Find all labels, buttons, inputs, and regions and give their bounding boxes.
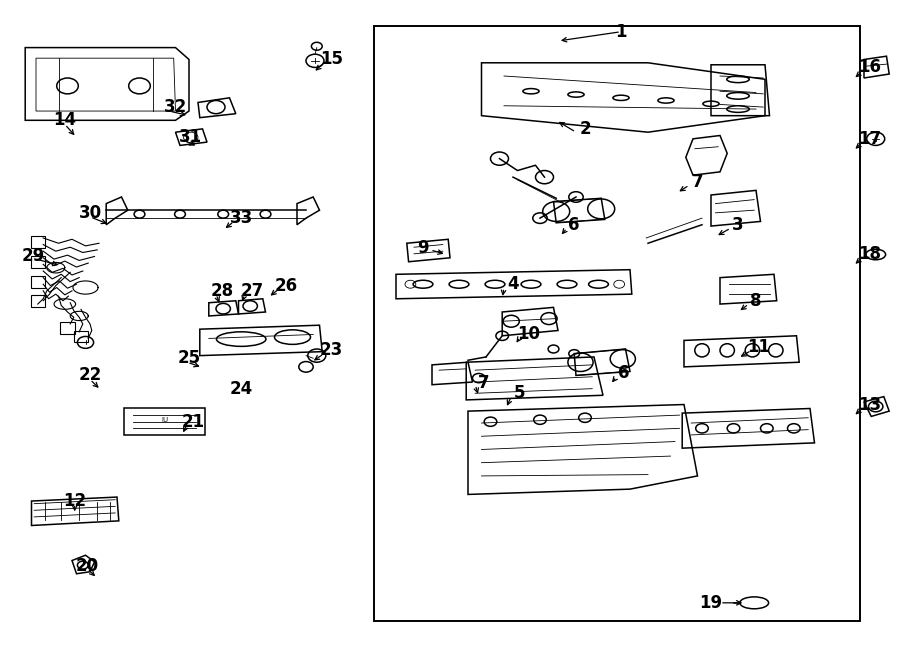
Bar [60, 322, 75, 334]
Text: 18: 18 [858, 245, 881, 264]
Text: 4: 4 [508, 275, 518, 293]
Bar [31, 276, 45, 288]
Text: 7: 7 [692, 173, 703, 191]
Text: 27: 27 [240, 282, 264, 300]
Text: 6: 6 [618, 364, 629, 383]
Text: 19: 19 [699, 594, 723, 612]
Text: 12: 12 [63, 492, 86, 510]
Bar [31, 256, 45, 268]
Text: 22: 22 [78, 366, 102, 385]
Text: 10: 10 [517, 325, 540, 343]
Bar [374, 26, 860, 621]
Text: 7: 7 [478, 374, 489, 393]
Text: 25: 25 [177, 349, 201, 368]
Text: 29: 29 [22, 247, 45, 266]
Bar [31, 236, 45, 248]
Text: 26: 26 [274, 276, 298, 295]
Text: 16: 16 [858, 58, 881, 77]
Text: 20: 20 [76, 557, 99, 575]
Text: 13: 13 [858, 395, 881, 414]
Text: 2: 2 [580, 120, 590, 138]
Text: 21: 21 [182, 412, 205, 431]
Text: 24: 24 [230, 379, 253, 398]
Bar [74, 330, 88, 342]
Text: 15: 15 [320, 50, 343, 69]
Text: 17: 17 [858, 130, 881, 148]
Text: 33: 33 [230, 209, 253, 227]
Text: 23: 23 [320, 341, 343, 360]
Bar [31, 295, 45, 307]
Text: 6: 6 [569, 215, 580, 234]
Text: 1: 1 [616, 22, 626, 41]
Text: 14: 14 [53, 111, 76, 130]
Text: 5: 5 [514, 384, 525, 403]
Text: 9: 9 [418, 239, 428, 257]
Text: 31: 31 [179, 128, 203, 147]
Text: 8: 8 [751, 292, 761, 310]
Text: 30: 30 [78, 204, 102, 222]
Text: 3: 3 [733, 215, 743, 234]
Text: 11: 11 [747, 338, 770, 356]
Text: IU: IU [161, 416, 168, 423]
Text: 32: 32 [164, 98, 187, 116]
Text: 28: 28 [211, 282, 234, 300]
